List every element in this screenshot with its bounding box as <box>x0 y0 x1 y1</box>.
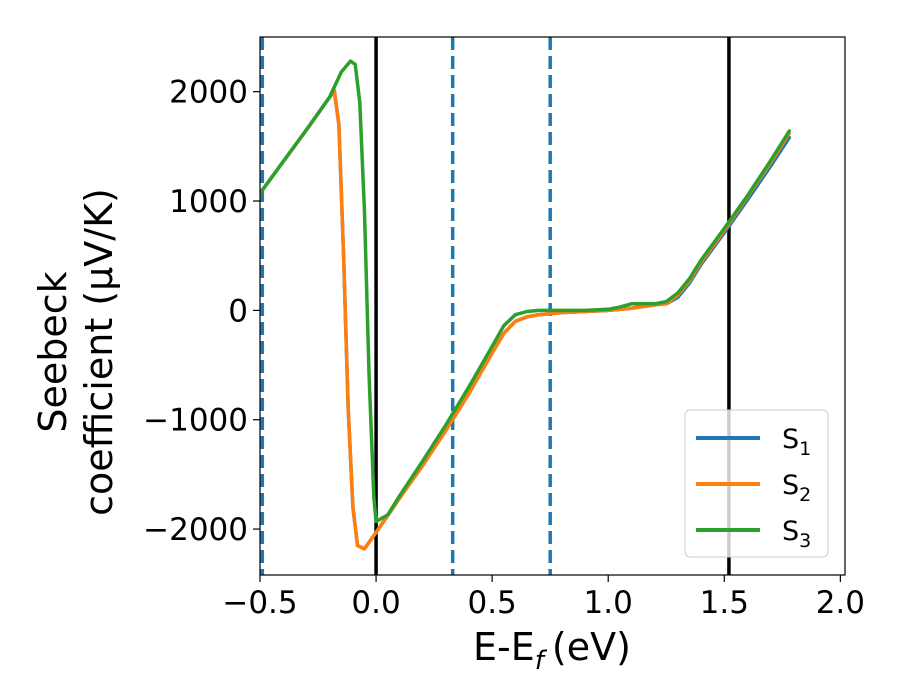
y-tick-label: −1000 <box>143 403 248 439</box>
x-tick-label: 0.0 <box>351 585 400 621</box>
y-axis: −2000 −1000 0 1000 2000 <box>143 75 260 548</box>
y-axis-label-line2: coefficient (μV/K) <box>77 188 121 516</box>
x-tick-label: 1.0 <box>584 585 633 621</box>
y-tick-label: 2000 <box>169 75 248 111</box>
y-axis-label-line1: Seebeck <box>31 271 75 432</box>
legend-label-2: S2 <box>782 470 811 506</box>
legend: S1 S2 S3 <box>684 409 829 558</box>
x-tick-label: −0.5 <box>222 585 297 621</box>
x-axis: −0.5 0.0 0.5 1.0 1.5 2.0 <box>222 575 865 621</box>
x-tick-label: 2.0 <box>816 585 865 621</box>
series-line-3 <box>260 59 792 524</box>
legend-label-1: S1 <box>782 424 811 460</box>
x-tick-label: 0.5 <box>467 585 516 621</box>
y-axis-label-group: Seebeck coefficient (μV/K) <box>31 188 121 516</box>
x-axis-label-unit: (eV) <box>552 625 631 669</box>
x-axis-label-main: E-E <box>473 625 535 669</box>
series-layer <box>260 59 792 551</box>
x-axis-label: E-Ef (eV) <box>473 625 631 676</box>
y-tick-label: −2000 <box>143 512 248 548</box>
x-tick-label: 1.5 <box>700 585 749 621</box>
y-tick-label: 1000 <box>169 184 248 220</box>
plot-frame <box>259 36 846 576</box>
y-tick-label: 0 <box>228 293 248 329</box>
legend-label-3: S3 <box>782 516 811 552</box>
